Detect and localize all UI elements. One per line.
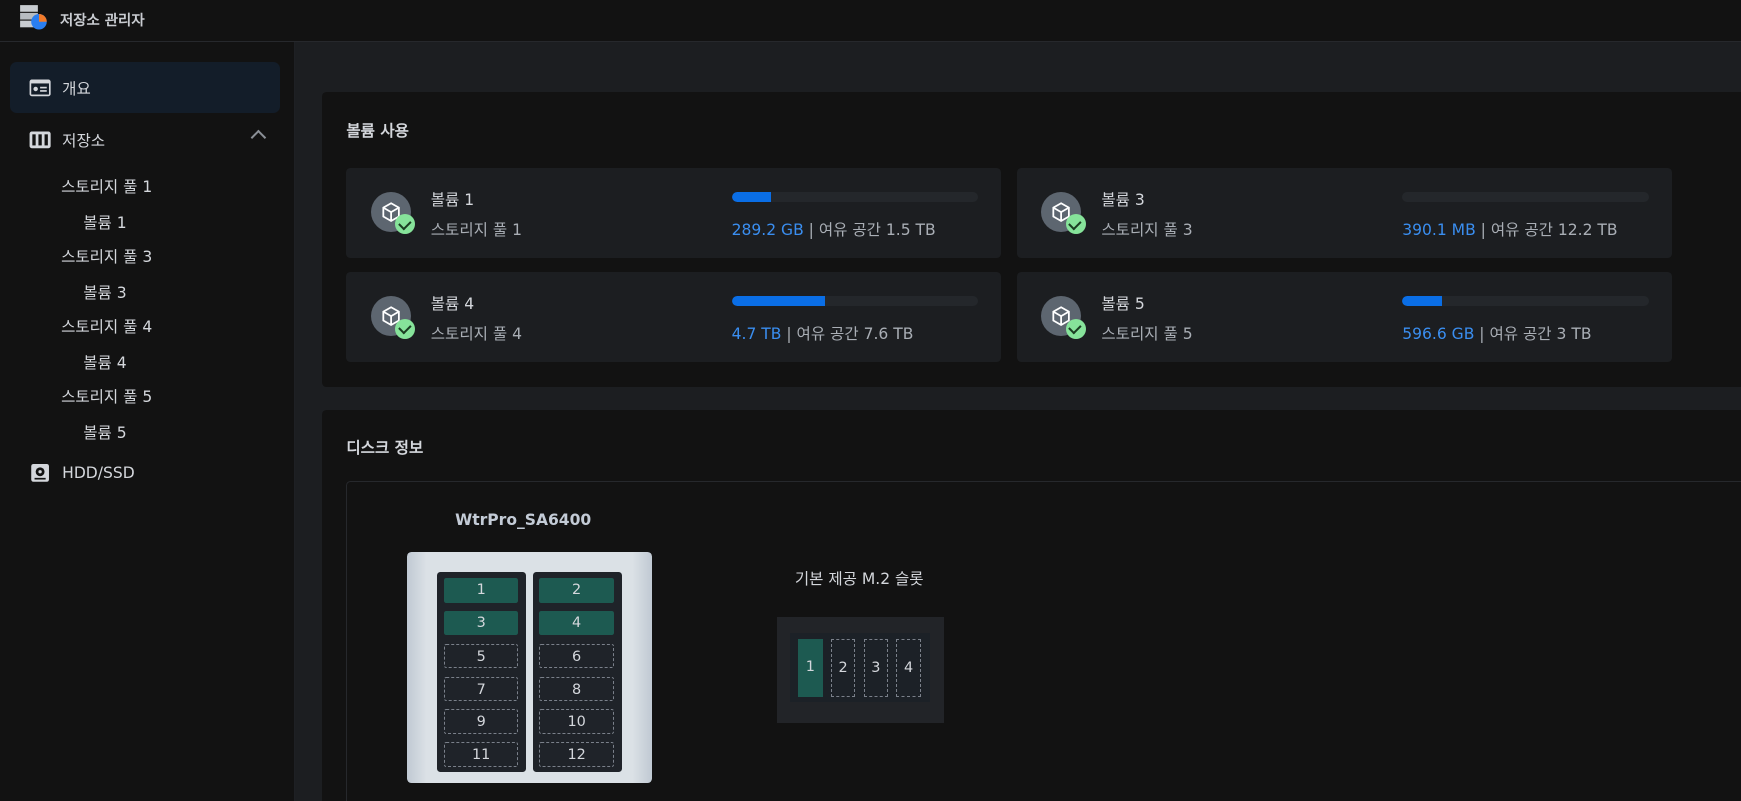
free-label: 여유 공간 [1489, 324, 1552, 343]
volume-pool: 스토리지 풀 1 [430, 220, 522, 239]
used-space: 289.2 GB [731, 220, 804, 239]
volume-name: 볼륨 4 [430, 294, 475, 313]
volume-usage-text: 390.1 MB | 여유 공간 12.2 TB [1402, 220, 1618, 239]
storage-manager-icon [19, 5, 47, 30]
storage-icon [29, 131, 51, 149]
healthy-check-icon [1065, 214, 1086, 235]
disk-info-panel: 디스크 정보 WtrPro_SA6400 1 3 5 7 9 11 2 4 6 8 10 12 기본… [321, 409, 1741, 801]
title-bar: 저장소 관리자 [0, 0, 1741, 43]
drive-bay[interactable]: 12 [539, 742, 614, 767]
volume-cube-icon [1041, 192, 1086, 235]
sidebar: 개요 저장소 스토리지 풀 1 볼륨 1 스토리지 풀 3 볼륨 3 스토리지 … [0, 42, 296, 801]
free-space: 12.2 TB [1557, 220, 1618, 239]
usage-bar-fill [731, 296, 826, 307]
usage-bar [1402, 192, 1649, 203]
sidebar-item-pool-4[interactable]: 스토리지 풀 4 [61, 318, 153, 337]
volume-cube-icon [1041, 296, 1086, 339]
volume-name: 볼륨 5 [1101, 294, 1145, 313]
free-space: 7.6 TB [863, 324, 914, 343]
free-space: 1.5 TB [885, 220, 936, 239]
drive-bay[interactable]: 6 [539, 643, 614, 669]
volume-usage-panel: 볼륨 사용 볼륨 1 스토리지 풀 1 289.2 GB | 여유 공간 1.5… [321, 92, 1741, 388]
healthy-check-icon [395, 318, 416, 339]
sidebar-item-volume-5[interactable]: 볼륨 5 [83, 423, 127, 442]
bay-column: 2 4 6 8 10 12 [532, 571, 622, 772]
drive-bay[interactable]: 7 [443, 676, 519, 701]
sidebar-item-pool-5[interactable]: 스토리지 풀 5 [61, 388, 153, 407]
volume-usage-text: 596.6 GB | 여유 공간 3 TB [1402, 324, 1592, 343]
used-space: 390.1 MB [1402, 220, 1476, 239]
volume-name: 볼륨 3 [1101, 190, 1145, 209]
drive-bay[interactable]: 5 [443, 643, 519, 669]
drive-bay[interactable]: 2 [539, 578, 614, 603]
panel-title: 디스크 정보 [346, 439, 424, 458]
sidebar-item-storage[interactable]: 저장소 [10, 114, 280, 165]
usage-bar [1402, 296, 1649, 307]
usage-bar-fill [1402, 296, 1442, 307]
sidebar-item-pool-1[interactable]: 스토리지 풀 1 [61, 178, 153, 197]
drive-bay[interactable]: 8 [539, 676, 614, 701]
free-label: 여유 공간 [796, 324, 859, 343]
drive-bay[interactable]: 10 [539, 709, 614, 734]
app-title: 저장소 관리자 [59, 12, 145, 29]
sidebar-item-volume-3[interactable]: 볼륨 3 [83, 283, 127, 302]
drive-bay[interactable]: 1 [443, 578, 519, 603]
m2-slot[interactable]: 1 [798, 639, 823, 698]
volume-card[interactable]: 볼륨 1 스토리지 풀 1 289.2 GB | 여유 공간 1.5 TB [346, 167, 1002, 258]
usage-bar-fill [731, 192, 772, 203]
usage-bar [731, 192, 979, 203]
device-model: WtrPro_SA6400 [455, 510, 592, 529]
volume-cube-icon [370, 192, 416, 235]
sidebar-item-label: HDD/SSD [62, 463, 135, 482]
volume-pool: 스토리지 풀 4 [430, 324, 522, 343]
sidebar-item-volume-1[interactable]: 볼륨 1 [83, 213, 127, 232]
volume-pool: 스토리지 풀 5 [1101, 324, 1193, 343]
sidebar-item-volume-4[interactable]: 볼륨 4 [83, 353, 127, 372]
hdd-icon [31, 464, 49, 482]
drive-bay[interactable]: 11 [443, 742, 519, 767]
used-space: 596.6 GB [1402, 324, 1475, 343]
free-space: 3 TB [1556, 324, 1592, 343]
chevron-up-icon[interactable] [251, 129, 267, 146]
volume-pool: 스토리지 풀 3 [1101, 220, 1193, 239]
m2-slot[interactable]: 2 [830, 639, 856, 698]
healthy-check-icon [1065, 318, 1086, 339]
sidebar-item-label: 개요 [62, 79, 91, 98]
nas-chassis: 1 3 5 7 9 11 2 4 6 8 10 12 [407, 551, 652, 783]
m2-slot[interactable]: 4 [896, 639, 921, 698]
sidebar-item-overview[interactable]: 개요 [9, 62, 280, 114]
disk-info-box: WtrPro_SA6400 1 3 5 7 9 11 2 4 6 8 10 12 기본 제공 M.2… [346, 480, 1741, 801]
drive-bay[interactable]: 4 [539, 611, 614, 636]
sidebar-item-pool-3[interactable]: 스토리지 풀 3 [61, 248, 153, 267]
m2-slot[interactable]: 3 [863, 639, 889, 698]
volume-card[interactable]: 볼륨 3 스토리지 풀 3 390.1 MB | 여유 공간 12.2 TB [1017, 167, 1673, 258]
volume-usage-text: 289.2 GB | 여유 공간 1.5 TB [731, 220, 936, 239]
drive-bay[interactable]: 9 [443, 709, 519, 734]
overview-card-icon [29, 79, 51, 97]
drive-bay[interactable]: 3 [443, 611, 519, 636]
usage-bar [731, 296, 979, 307]
panel-title: 볼륨 사용 [346, 121, 409, 140]
volume-name: 볼륨 1 [430, 190, 475, 209]
free-label: 여유 공간 [818, 220, 881, 239]
volume-card[interactable]: 볼륨 4 스토리지 풀 4 4.7 TB | 여유 공간 7.6 TB [346, 272, 1002, 362]
volume-cube-icon [370, 296, 416, 339]
sidebar-item-label: 저장소 [62, 131, 106, 150]
main-content: 볼륨 사용 볼륨 1 스토리지 풀 1 289.2 GB | 여유 공간 1.5… [295, 42, 1741, 801]
used-space: 4.7 TB [731, 324, 782, 343]
bay-column: 1 3 5 7 9 11 [437, 571, 527, 772]
m2-title: 기본 제공 M.2 슬롯 [794, 570, 924, 589]
sidebar-item-hdd-ssd[interactable]: HDD/SSD [10, 447, 280, 498]
free-label: 여유 공간 [1490, 220, 1553, 239]
healthy-check-icon [395, 214, 416, 235]
volume-usage-text: 4.7 TB | 여유 공간 7.6 TB [731, 324, 914, 343]
volume-card[interactable]: 볼륨 5 스토리지 풀 5 596.6 GB | 여유 공간 3 TB [1017, 272, 1673, 362]
